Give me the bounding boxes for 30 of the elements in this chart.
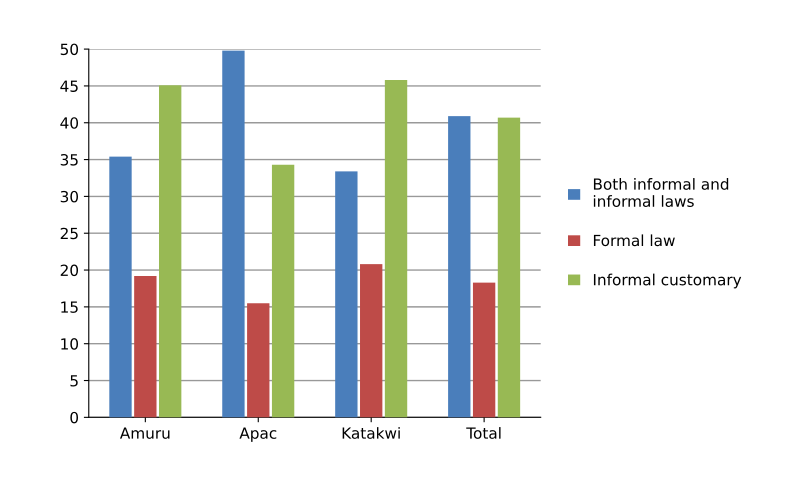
y-tick-label: 5 [70,375,78,387]
y-tick-label: 35 [60,154,78,166]
bar [335,171,358,418]
y-tick-label: 40 [60,117,78,129]
y-tick-label: 15 [61,302,78,313]
bar [222,50,245,418]
x-tick-label: Total [466,427,501,439]
legend-label: Both informal and informal laws [594,178,728,207]
bar [159,85,182,418]
bar [109,156,132,418]
x-tick-label: Katakwi [342,427,400,439]
legend-label: Formal law [594,234,675,246]
y-tick-label: 30 [60,190,78,202]
bar [134,276,157,418]
bar [384,80,408,418]
y-tick-label: 45 [60,80,78,92]
y-tick-label: 20 [60,264,78,276]
x-tick-label: Amuru [120,428,170,439]
bar [360,264,382,418]
y-tick-label: 10 [61,338,78,350]
bar [498,118,520,418]
x-tick-label: Apac [239,428,276,442]
bar [247,303,270,418]
bar [472,282,496,418]
bar [272,164,294,418]
bar [448,116,470,418]
y-tick-label: 0 [70,412,78,424]
y-tick-label: 50 [60,44,78,56]
y-tick-label: 25 [60,228,78,240]
legend-label: Informal customary [594,274,742,288]
